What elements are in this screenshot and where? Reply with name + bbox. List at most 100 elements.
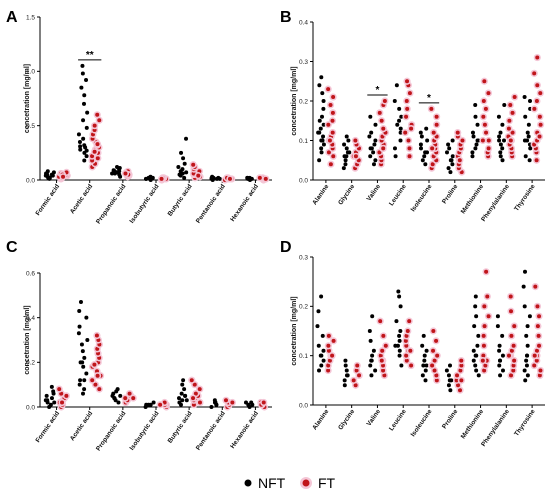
point-nft	[317, 83, 322, 88]
legend: NFT FT	[244, 475, 336, 491]
point-ft	[92, 149, 97, 154]
point-ft	[261, 400, 266, 405]
point-ft	[327, 138, 332, 143]
point-ft	[328, 162, 333, 167]
point-ft	[434, 373, 439, 378]
point-nft	[471, 358, 476, 363]
point-nft	[395, 122, 400, 127]
point-nft	[320, 114, 325, 119]
point-ft	[60, 400, 65, 405]
point-ft	[512, 95, 517, 100]
point-nft	[500, 368, 505, 373]
category-label: Acetic acid	[69, 410, 94, 442]
point-ft	[480, 358, 485, 363]
point-nft	[319, 75, 324, 80]
point-nft	[527, 99, 532, 103]
point-ft	[460, 138, 465, 143]
point-nft	[470, 150, 475, 155]
point-ft	[481, 353, 486, 358]
point-nft	[397, 118, 402, 123]
point-ft	[509, 333, 514, 338]
point-nft	[317, 158, 322, 163]
point-nft	[528, 146, 533, 151]
point-ft	[93, 382, 98, 387]
point-nft	[422, 353, 427, 358]
category-label: Isoleucine	[410, 183, 434, 213]
point-nft	[497, 134, 502, 139]
point-nft	[475, 343, 480, 348]
point-nft	[473, 304, 478, 309]
point-ft	[434, 122, 439, 127]
point-ft	[435, 353, 440, 358]
point-nft	[447, 378, 452, 383]
point-nft	[497, 343, 502, 348]
point-nft	[392, 146, 397, 151]
category-label: Valine	[366, 183, 383, 203]
point-ft	[326, 363, 331, 368]
point-ft	[97, 118, 102, 123]
point-nft	[84, 315, 89, 320]
panel-c: 0.0 0.2 0.4 0.6 concetration [mg/ml] Formic a…	[24, 270, 272, 452]
point-nft	[85, 338, 90, 342]
point-ft	[458, 368, 463, 373]
point-nft	[498, 142, 503, 147]
point-nft	[394, 319, 399, 324]
point-ft	[429, 106, 434, 111]
point-ft	[511, 343, 516, 348]
y-axis-label: concetration [mg/ml]	[291, 296, 298, 365]
point-nft	[321, 99, 326, 103]
point-nft	[524, 358, 529, 363]
point-ft	[381, 146, 386, 151]
y-tick-label: 0.0	[299, 402, 308, 409]
category-label: Pentanoic acid	[195, 410, 227, 452]
category-label: Phenylalanine	[480, 183, 511, 223]
point-nft	[321, 358, 326, 363]
y-tick-label: 0.4	[299, 19, 308, 26]
category-label: Leucine	[388, 408, 408, 432]
point-nft	[425, 150, 430, 155]
point-ft	[455, 130, 460, 135]
point-nft	[497, 348, 502, 353]
y-tick-label: 0.2	[299, 304, 308, 311]
point-ft	[92, 362, 97, 367]
point-ft	[379, 118, 384, 123]
point-nft	[525, 343, 530, 348]
point-nft	[81, 118, 86, 123]
point-ft	[459, 363, 464, 368]
point-nft	[80, 71, 85, 76]
panel-d: 0.0 0.1 0.2 0.3 concetration [mg/ml] Alanine G…	[291, 254, 545, 448]
point-nft	[368, 114, 373, 119]
point-nft	[398, 126, 403, 131]
point-nft	[344, 134, 349, 139]
point-ft	[434, 378, 439, 383]
point-nft	[80, 63, 85, 68]
point-nft	[343, 158, 348, 163]
point-nft	[321, 122, 326, 127]
category-label: Leucine	[388, 183, 408, 207]
point-nft	[319, 363, 324, 368]
point-ft	[191, 402, 196, 407]
point-ft	[537, 373, 542, 378]
y-tick-label: 1.5	[26, 14, 35, 21]
point-nft	[246, 402, 251, 407]
point-nft	[177, 400, 182, 405]
point-ft	[537, 314, 542, 319]
point-nft	[319, 146, 324, 151]
point-nft	[209, 405, 214, 409]
point-ft	[432, 368, 437, 373]
point-ft	[532, 71, 537, 76]
point-nft	[398, 138, 403, 143]
point-nft	[344, 368, 349, 373]
point-nft	[525, 138, 530, 143]
point-nft	[450, 162, 455, 167]
point-ft	[481, 99, 486, 103]
point-ft	[193, 391, 198, 396]
point-nft	[115, 387, 120, 392]
point-nft	[422, 154, 427, 159]
point-nft	[371, 162, 376, 167]
point-nft	[523, 269, 528, 274]
point-ft	[382, 99, 387, 103]
point-nft	[77, 308, 82, 313]
point-nft	[51, 389, 56, 394]
point-nft	[85, 110, 90, 115]
